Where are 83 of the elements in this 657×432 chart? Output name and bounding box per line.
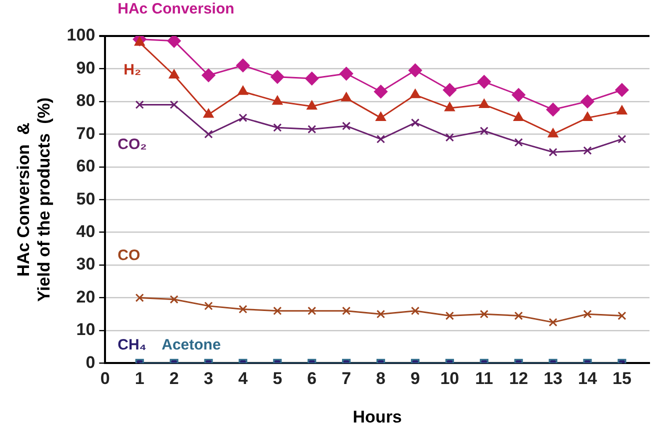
- y-tick-label: 60: [76, 156, 96, 176]
- x-tick-label: 6: [307, 369, 317, 388]
- x-tick-label: 1: [134, 369, 144, 388]
- x-tick-label: 3: [204, 369, 214, 388]
- series-label: CH₄: [118, 336, 146, 354]
- point: [615, 83, 629, 97]
- point: [376, 134, 386, 144]
- y-tick-label: 20: [76, 287, 96, 306]
- text: CO: [118, 246, 140, 264]
- point: [548, 128, 558, 138]
- x-tick-label: 0: [100, 369, 110, 388]
- point: [546, 102, 560, 116]
- point: [308, 124, 316, 134]
- point: [203, 108, 214, 118]
- point: [202, 68, 216, 82]
- series-label: CO₂: [118, 136, 147, 153]
- point: [580, 94, 594, 108]
- point: [270, 70, 284, 84]
- point: [238, 114, 248, 122]
- x-tick-label: 4: [238, 369, 248, 388]
- point: [170, 100, 178, 109]
- y-tick-label: 50: [76, 189, 96, 208]
- point: [514, 138, 523, 147]
- point: [306, 100, 317, 110]
- y-tick-label: 10: [76, 320, 96, 340]
- point: [374, 84, 388, 98]
- point: [480, 126, 488, 136]
- point: [444, 102, 455, 112]
- point: [272, 96, 282, 105]
- y-tick-label: 0: [86, 352, 96, 372]
- x-tick-label: 15: [612, 369, 632, 388]
- point: [238, 86, 248, 95]
- point: [548, 148, 558, 156]
- x-tick-label: 13: [544, 369, 562, 388]
- x-tick-label: 5: [272, 369, 282, 388]
- point: [479, 98, 490, 108]
- point: [410, 118, 420, 127]
- y-tick-label: 80: [76, 91, 96, 110]
- point: [442, 83, 456, 97]
- point: [582, 112, 593, 122]
- point: [583, 310, 592, 318]
- point: [341, 92, 352, 102]
- x-tick-label: 8: [376, 369, 386, 388]
- series-label: HAc Conversion: [118, 0, 234, 18]
- point: [583, 146, 592, 155]
- point: [168, 70, 180, 79]
- series-label: Acetone: [162, 336, 221, 354]
- point: [238, 304, 248, 314]
- x-tick-label: 11: [475, 369, 494, 388]
- point: [135, 100, 144, 109]
- point: [273, 123, 282, 132]
- x-tick-label: 9: [410, 369, 420, 388]
- x-tick-label: 12: [509, 369, 528, 388]
- y-tick-label: 100: [66, 26, 96, 45]
- y-tick-label: 90: [76, 58, 96, 78]
- y-axis-title: HAc Conversion & Yield of the products (%): [14, 97, 54, 302]
- x-tick-label: 14: [578, 369, 598, 388]
- point: [410, 89, 420, 98]
- point: [342, 122, 351, 130]
- point: [477, 75, 491, 89]
- point: [167, 36, 181, 48]
- point: [480, 310, 488, 318]
- y-tick-label: 70: [76, 124, 96, 143]
- x-tick-label: 10: [440, 369, 460, 388]
- point: [616, 106, 628, 115]
- y-tick-label: 30: [76, 254, 96, 274]
- series-label: H₂: [124, 62, 142, 79]
- point: [376, 112, 386, 122]
- point: [376, 310, 386, 318]
- point: [618, 134, 626, 144]
- point: [514, 112, 524, 122]
- point: [204, 130, 213, 138]
- x-axis-title: Hours: [352, 407, 402, 426]
- point: [512, 88, 526, 102]
- x-tick-label: 7: [342, 369, 352, 388]
- point: [408, 64, 422, 78]
- point: [236, 58, 250, 72]
- point: [445, 133, 454, 142]
- y-tick-label: 40: [76, 222, 96, 242]
- point: [340, 66, 354, 80]
- point: [135, 293, 144, 302]
- x-tick-label: 2: [169, 369, 179, 388]
- point: [305, 72, 319, 86]
